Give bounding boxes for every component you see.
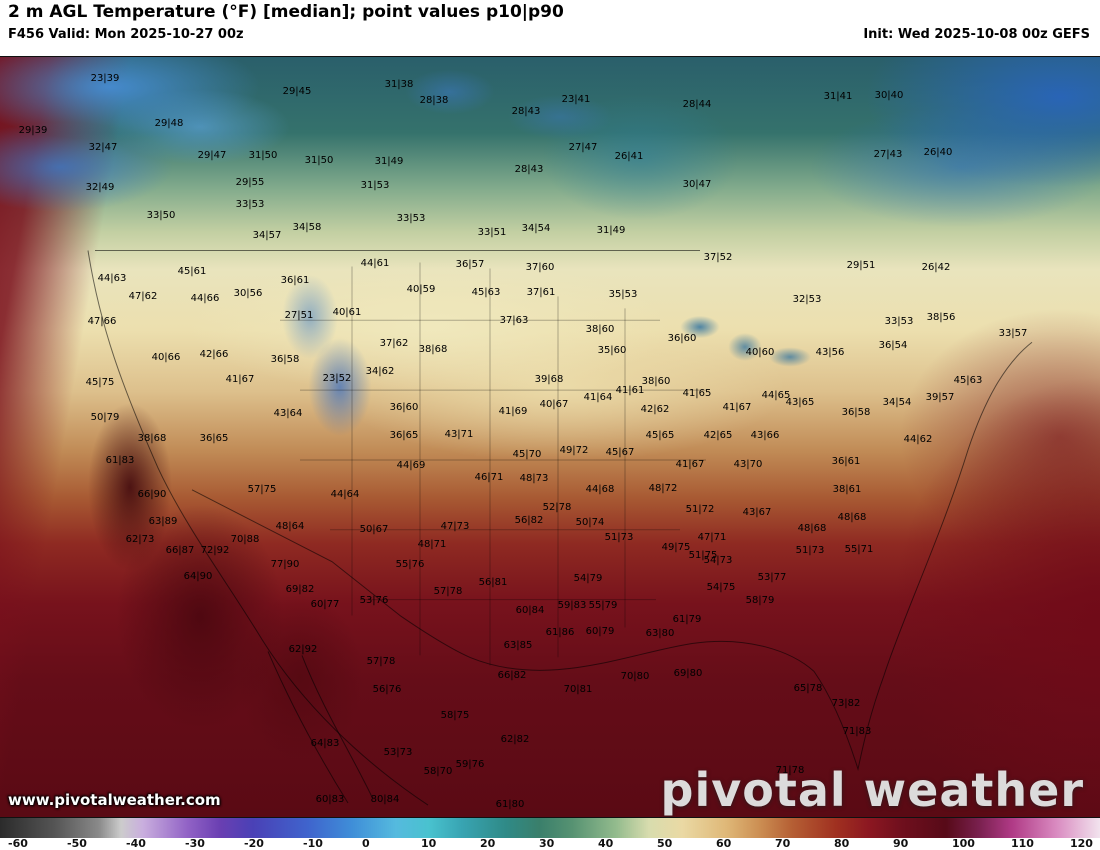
- geo-borders: [87, 249, 1033, 806]
- watermark-url: www.pivotalweather.com: [8, 791, 221, 809]
- colorbar-tick: -50: [67, 837, 87, 850]
- colorbar-tick: -30: [185, 837, 205, 850]
- colorbar-tick: 110: [1011, 837, 1034, 850]
- colorbar-tick: 90: [893, 837, 909, 850]
- colorbar-tick: -40: [126, 837, 146, 850]
- map-title: 2 m AGL Temperature (°F) [median]; point…: [8, 2, 564, 22]
- init-time-label: Init: Wed 2025-10-08 00z GEFS: [863, 27, 1090, 42]
- colorbar-tick: 10: [421, 837, 437, 850]
- colorbar-tick: -20: [244, 837, 264, 850]
- map-header: 2 m AGL Temperature (°F) [median]; point…: [0, 0, 1100, 56]
- watermark-brand: pivotal weather: [660, 763, 1084, 817]
- colorbar-tick: -10: [303, 837, 323, 850]
- valid-time-label: F456 Valid: Mon 2025-10-27 00z: [8, 27, 244, 42]
- colorbar-tick: 60: [716, 837, 732, 850]
- colorbar-tick: -60: [8, 837, 28, 850]
- colorbar-tick: 80: [834, 837, 850, 850]
- colorbar-tick: 70: [775, 837, 791, 850]
- colorbar-tick: 40: [598, 837, 614, 850]
- map-subheader: F456 Valid: Mon 2025-10-27 00z Init: Wed…: [8, 27, 1090, 42]
- colorbar-tick: 20: [480, 837, 496, 850]
- colorbar-tick: 120: [1070, 837, 1093, 850]
- temperature-map[interactable]: www.pivotalweather.com pivotal weather: [0, 56, 1100, 818]
- colorbar-tick-row: -60 -50 -40 -30 -20 -10 0 10 20 30 40 50 60 70 80 90 100…: [0, 838, 1100, 850]
- colorbar-gradient: [0, 818, 1100, 838]
- colorbar-tick: 100: [952, 837, 975, 850]
- colorbar-tick: 30: [539, 837, 555, 850]
- colorbar-tick: 0: [362, 837, 370, 850]
- colorbar-tick: 50: [657, 837, 673, 850]
- colorbar: -60 -50 -40 -30 -20 -10 0 10 20 30 40 50 60 70 80 90 100…: [0, 818, 1100, 850]
